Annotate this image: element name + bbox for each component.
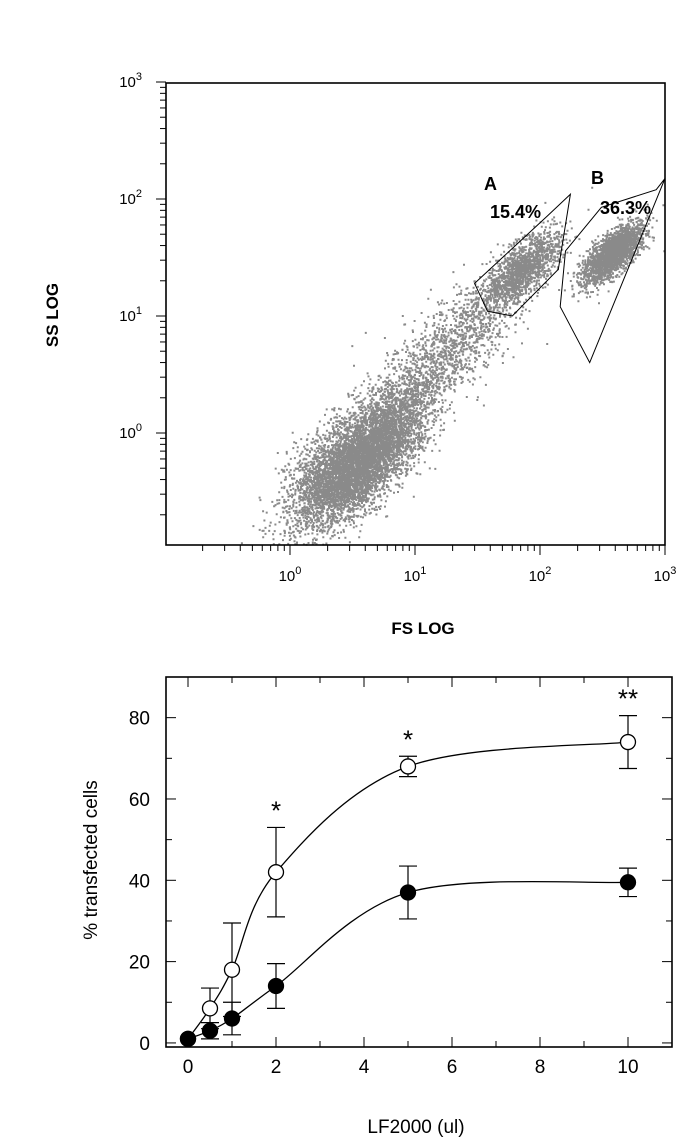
series-open-point (223, 961, 241, 978)
gate-b-percent: 36.3% (600, 198, 651, 218)
cytometry-plot-frame (165, 82, 666, 546)
transfection-y-tick-label: 20 (129, 953, 150, 974)
series-filled-point (201, 1022, 219, 1039)
gate-a-polygon (473, 192, 572, 317)
series-open-point (267, 864, 285, 881)
series-open-point (399, 758, 417, 775)
transfection-y-tick-label: 0 (139, 1034, 150, 1055)
cytometry-y-tick-label: 101 (119, 305, 142, 325)
cytometry-y-tick-label: 100 (119, 422, 142, 442)
transfection-x-axis-label: LF2000 (ul) (367, 1117, 464, 1138)
cytometry-y-tick-label: 103 (119, 71, 142, 91)
cytometry-dots (240, 186, 666, 546)
significance-annotation: * (271, 795, 281, 825)
cytometry-x-tick-label: 103 (654, 565, 677, 585)
series-filled-point (399, 884, 417, 901)
transfection-series: **** (179, 684, 638, 1048)
transfection-x-tick-label: 8 (535, 1057, 546, 1078)
transfection-y-tick-label: 60 (129, 790, 150, 811)
transfection-y-tick-label: 80 (129, 709, 150, 730)
series-filled-point (179, 1030, 197, 1048)
cytometry-panel: 100 101 102 103 100 101 102 103 A 15.4% B 36.3% FS… (43, 71, 676, 638)
cytometry-x-tick-label: 101 (404, 565, 427, 585)
transfection-x-tick-label: 10 (617, 1057, 638, 1078)
series-filled-point (267, 977, 285, 995)
significance-annotation: * (403, 724, 413, 754)
gate-b-label: B (591, 168, 604, 188)
cytometry-y-axis-label: SS LOG (43, 283, 62, 347)
cytometry-ticks: 100 101 102 103 100 101 102 103 (119, 71, 676, 585)
gate-a-label: A (484, 174, 497, 194)
transfection-y-axis-label: % transfected cells (81, 780, 102, 939)
cytometry-x-tick-label: 100 (279, 565, 302, 585)
cytometry-events (240, 186, 666, 546)
significance-annotation: ** (618, 684, 638, 714)
cytometry-y-tick-label: 102 (119, 188, 142, 208)
gate-b-polygon (559, 178, 666, 364)
cytometry-gates: A 15.4% B 36.3% (473, 168, 666, 364)
transfection-x-tick-label: 6 (447, 1057, 458, 1078)
transfection-y-tick-label: 40 (129, 871, 150, 892)
cytometry-x-axis-label: FS LOG (391, 619, 454, 638)
series-open-point (619, 733, 637, 751)
series-filled-point (223, 1010, 241, 1027)
series-filled-point (619, 874, 637, 891)
gate-a-percent: 15.4% (490, 202, 541, 222)
transfection-plot-frame (165, 676, 673, 1048)
series-open-point (201, 1000, 219, 1017)
cytometry-x-tick-label: 102 (529, 565, 552, 585)
transfection-x-tick-label: 2 (271, 1057, 282, 1078)
transfection-x-tick-label: 0 (183, 1057, 194, 1078)
transfection-x-tick-label: 4 (359, 1057, 370, 1078)
